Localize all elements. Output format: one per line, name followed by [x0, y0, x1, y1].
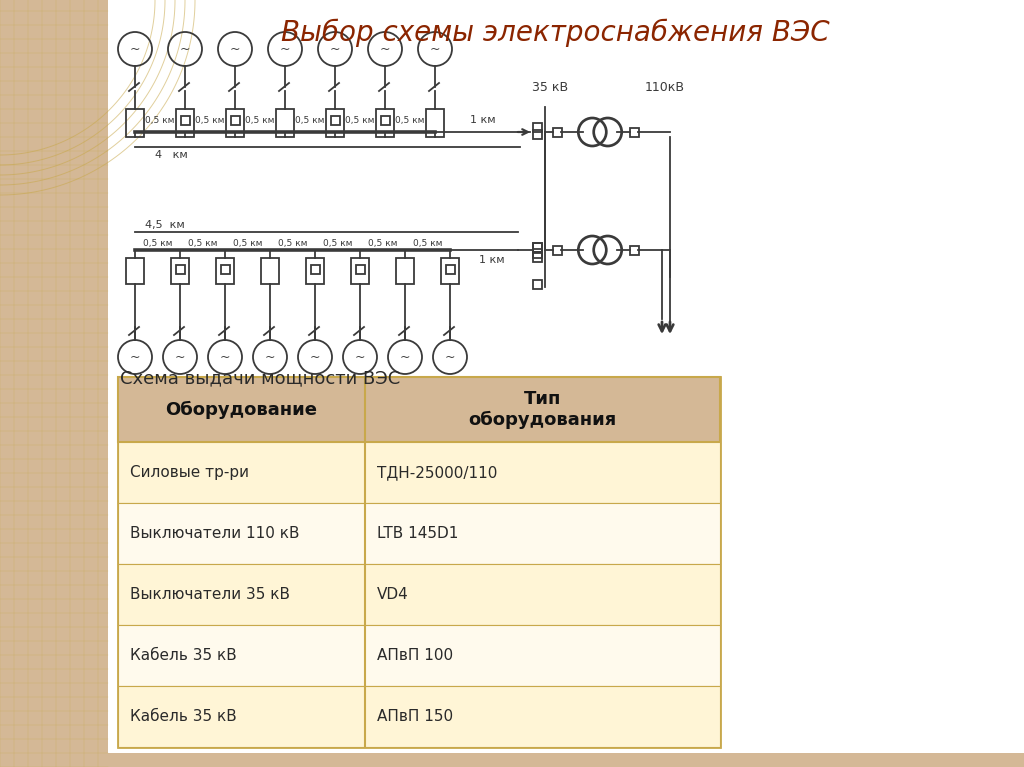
Bar	[118, 377, 720, 747]
Text: ~: ~	[280, 42, 290, 55]
Bar	[441, 258, 459, 284]
Text: LTB 145D1: LTB 145D1	[377, 526, 458, 541]
Text: 0,5 км: 0,5 км	[232, 239, 262, 248]
Bar	[532, 123, 542, 131]
Text: ~: ~	[265, 351, 275, 364]
Text: 0,5 км: 0,5 км	[246, 116, 274, 125]
Text: ~: ~	[180, 42, 190, 55]
Text: ~: ~	[399, 351, 411, 364]
Bar	[306, 258, 324, 284]
Bar	[376, 109, 394, 137]
Text: 0,5 км: 0,5 км	[278, 239, 307, 248]
Text: Кабель 35 кВ: Кабель 35 кВ	[130, 648, 237, 663]
Bar	[630, 127, 639, 137]
Bar	[553, 127, 561, 137]
Text: АПвП 100: АПвП 100	[377, 648, 453, 663]
Bar	[226, 109, 244, 137]
Bar	[118, 625, 720, 686]
Polygon shape	[0, 753, 1024, 767]
Text: ~: ~	[444, 351, 456, 364]
Bar	[118, 442, 720, 503]
Bar	[351, 258, 369, 284]
Text: Выбор схемы электроснабжения ВЭС: Выбор схемы электроснабжения ВЭС	[281, 19, 829, 48]
Text: ~: ~	[175, 351, 185, 364]
Text: 35 кВ: 35 кВ	[531, 81, 568, 94]
Text: ~: ~	[380, 42, 390, 55]
Text: ~: ~	[220, 351, 230, 364]
Text: 0,5 км: 0,5 км	[196, 116, 224, 125]
Bar	[176, 109, 194, 137]
Text: ~: ~	[330, 42, 340, 55]
Text: 0,5 км: 0,5 км	[345, 116, 375, 125]
Text: 0,5 км: 0,5 км	[395, 116, 425, 125]
Bar	[553, 245, 561, 255]
Text: ~: ~	[430, 42, 440, 55]
Text: Силовые тр-ри: Силовые тр-ри	[130, 465, 249, 480]
Text: Схема выдачи мощности ВЭС: Схема выдачи мощности ВЭС	[120, 369, 400, 387]
Text: ТДН-25000/110: ТДН-25000/110	[377, 465, 498, 480]
Text: 4   км: 4 км	[155, 150, 187, 160]
Text: АПвП 150: АПвП 150	[377, 709, 453, 724]
Bar	[355, 265, 365, 274]
Text: 0,5 км: 0,5 км	[368, 239, 397, 248]
Bar	[118, 377, 720, 442]
Bar	[532, 130, 542, 139]
Bar	[118, 503, 720, 564]
Text: Выключатели 110 кВ: Выключатели 110 кВ	[130, 526, 299, 541]
Bar	[326, 109, 344, 137]
Text: ~: ~	[354, 351, 366, 364]
Bar	[261, 258, 279, 284]
Text: 4,5  км: 4,5 км	[145, 220, 184, 230]
Text: ~: ~	[309, 351, 321, 364]
Bar	[396, 258, 414, 284]
Bar	[532, 279, 542, 288]
Bar	[381, 116, 389, 124]
Bar	[118, 564, 720, 625]
Text: ~: ~	[130, 351, 140, 364]
Text: ~: ~	[130, 42, 140, 55]
Bar	[276, 109, 294, 137]
Bar	[126, 258, 144, 284]
Bar	[175, 265, 184, 274]
Bar	[171, 258, 189, 284]
Text: Выключатели 35 кВ: Выключатели 35 кВ	[130, 587, 290, 602]
Bar	[532, 242, 542, 252]
Text: Оборудование: Оборудование	[166, 400, 317, 419]
Text: 0,5 км: 0,5 км	[142, 239, 172, 248]
Text: 0,5 км: 0,5 км	[323, 239, 352, 248]
Bar	[532, 252, 542, 262]
Bar	[126, 109, 144, 137]
Text: 1 км: 1 км	[470, 115, 496, 125]
Text: ~: ~	[229, 42, 241, 55]
Bar	[220, 265, 229, 274]
Text: 0,5 км: 0,5 км	[413, 239, 442, 248]
Polygon shape	[0, 0, 108, 767]
Text: 110кВ: 110кВ	[645, 81, 685, 94]
Bar	[630, 245, 639, 255]
Text: 0,5 км: 0,5 км	[145, 116, 175, 125]
Bar	[331, 116, 340, 124]
Bar	[426, 109, 444, 137]
Bar	[216, 258, 234, 284]
Bar	[230, 116, 240, 124]
Text: VD4: VD4	[377, 587, 409, 602]
Text: 1 км: 1 км	[479, 255, 505, 265]
Bar	[532, 249, 542, 258]
Text: Кабель 35 кВ: Кабель 35 кВ	[130, 709, 237, 724]
Text: 0,5 км: 0,5 км	[187, 239, 217, 248]
Text: 0,5 км: 0,5 км	[295, 116, 325, 125]
Bar	[118, 686, 720, 747]
Bar	[532, 242, 542, 252]
Bar	[310, 265, 319, 274]
Bar	[445, 265, 455, 274]
Bar	[180, 116, 189, 124]
Text: Тип
оборудования: Тип оборудования	[468, 390, 616, 429]
